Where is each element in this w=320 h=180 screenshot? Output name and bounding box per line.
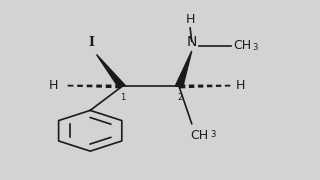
Polygon shape [97,55,125,87]
Text: H: H [49,79,59,92]
Text: 3: 3 [252,43,258,52]
Text: H: H [236,79,245,92]
Text: 2: 2 [177,93,183,102]
Text: CH: CH [233,39,251,52]
Text: N: N [187,35,197,49]
Text: H: H [186,13,195,26]
Text: I: I [89,36,95,49]
Text: 3: 3 [210,130,215,139]
Polygon shape [175,51,192,87]
Text: CH: CH [190,129,208,142]
Text: 1: 1 [120,93,125,102]
